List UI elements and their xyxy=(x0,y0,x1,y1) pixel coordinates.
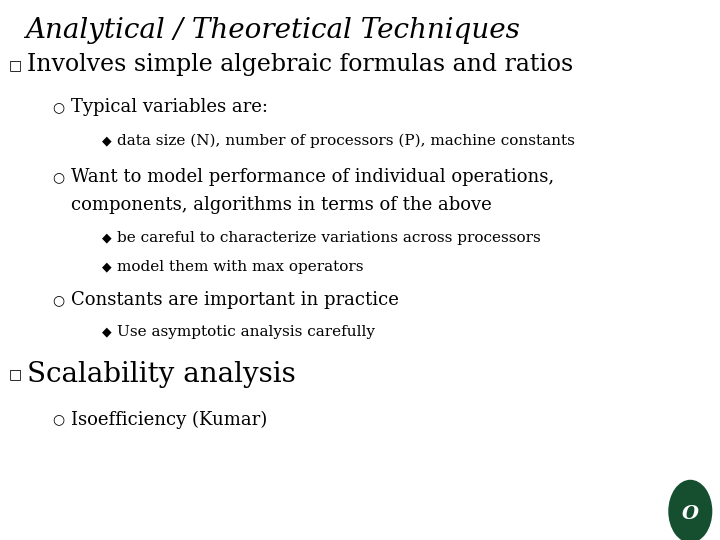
Text: be careful to characterize variations across processors: be careful to characterize variations ac… xyxy=(117,231,541,245)
Text: Scalability analysis: Scalability analysis xyxy=(27,361,296,388)
Text: O: O xyxy=(682,504,699,523)
Text: Use asymptotic analysis carefully: Use asymptotic analysis carefully xyxy=(117,325,375,339)
Text: ◆: ◆ xyxy=(102,260,112,273)
Text: data size (N), number of processors (P), machine constants: data size (N), number of processors (P),… xyxy=(117,134,575,148)
Text: ◆: ◆ xyxy=(102,134,112,147)
Text: Analytical / Theoretical Techniques: Analytical / Theoretical Techniques xyxy=(25,17,520,44)
Text: Want to model performance of individual operations,: Want to model performance of individual … xyxy=(71,168,554,186)
Text: Typical variables are:: Typical variables are: xyxy=(71,98,268,117)
Circle shape xyxy=(667,478,714,540)
Text: □: □ xyxy=(9,368,22,382)
Text: 13: 13 xyxy=(652,515,664,525)
Text: Isoefficiency (Kumar): Isoefficiency (Kumar) xyxy=(71,410,267,429)
Text: Introduction to Parallel Computing, University of Oregon, IPCC: Introduction to Parallel Computing, Univ… xyxy=(9,515,258,524)
Text: model them with max operators: model them with max operators xyxy=(117,260,364,274)
Text: ○: ○ xyxy=(53,170,65,184)
Text: □: □ xyxy=(9,58,22,72)
Text: ○: ○ xyxy=(53,100,65,114)
Text: Involves simple algebraic formulas and ratios: Involves simple algebraic formulas and r… xyxy=(27,53,574,77)
Text: Lecture 4 – Parallel Performance Theory - 2: Lecture 4 – Parallel Performance Theory … xyxy=(396,515,570,524)
Text: components, algorithms in terms of the above: components, algorithms in terms of the a… xyxy=(71,196,491,214)
Text: ◆: ◆ xyxy=(102,325,112,338)
Text: Constants are important in practice: Constants are important in practice xyxy=(71,291,398,309)
Text: ○: ○ xyxy=(53,293,65,307)
Text: ○: ○ xyxy=(53,413,65,427)
Text: ◆: ◆ xyxy=(102,231,112,244)
